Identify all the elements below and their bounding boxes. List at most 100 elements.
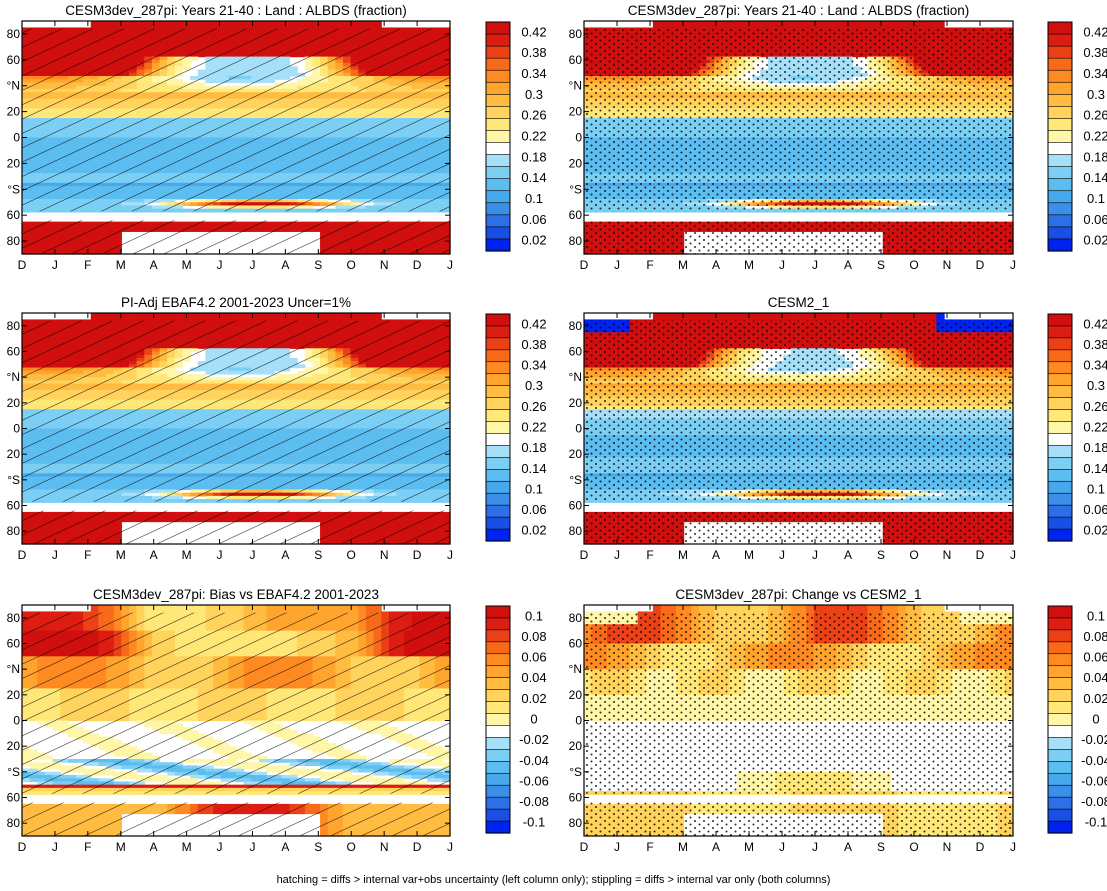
heatmap-cell <box>737 24 746 29</box>
heatmap-cell <box>297 21 306 25</box>
x-tick-label: F <box>84 258 91 272</box>
y-tick-label: 20 <box>7 105 21 119</box>
heatmap-cell <box>721 21 731 25</box>
heatmap-cell <box>829 21 838 25</box>
heatmap-cell <box>744 24 754 29</box>
heatmap-cell <box>706 21 715 25</box>
heatmap-cell <box>760 21 769 25</box>
colorbar-swatch <box>485 238 511 252</box>
heatmap-cell <box>151 21 161 25</box>
heatmap-cell <box>228 21 237 25</box>
heatmap-cell <box>144 21 153 25</box>
colorbar-swatch <box>485 106 511 120</box>
heatmap-cell <box>798 24 807 29</box>
heatmap-cell <box>136 21 145 25</box>
heatmap-cell <box>898 21 907 25</box>
x-tick-label: M <box>182 258 192 272</box>
heatmap-cell <box>783 24 792 29</box>
heatmap-cell <box>281 24 291 29</box>
heatmap-panel: CESM3dev_287pi: Years 21-40 : Land : ALB… <box>7 3 547 272</box>
colorbar-swatch <box>485 214 511 228</box>
heatmap-cell <box>652 21 662 25</box>
colorbar-label: 0.1 <box>525 191 543 206</box>
heatmap-cell <box>258 24 268 29</box>
heatmap-cell <box>365 24 375 29</box>
x-tick-label: A <box>150 258 158 272</box>
heatmap-cell <box>304 24 314 29</box>
heatmap-cell <box>683 24 692 29</box>
heatmap-cell <box>898 24 907 29</box>
heatmap-cell <box>890 21 899 25</box>
heatmap-cell <box>289 21 298 25</box>
heatmap-cell <box>928 24 937 29</box>
heatmap-cell <box>905 21 915 25</box>
heatmap-cell <box>167 21 176 25</box>
heatmap-cell <box>714 21 723 25</box>
colorbar-swatch <box>485 57 511 71</box>
x-tick-label: M <box>116 258 126 272</box>
colorbar-swatch <box>485 45 511 59</box>
heatmap-cell <box>220 21 229 25</box>
heatmap-cell <box>867 24 876 29</box>
heatmap-cell <box>821 21 830 25</box>
colorbar-swatch <box>485 202 511 216</box>
heatmap-cell <box>905 24 915 29</box>
heatmap-cell <box>675 24 685 29</box>
x-tick-label: S <box>314 258 322 272</box>
heatmap-cell <box>236 24 245 29</box>
x-tick-label: D <box>413 258 422 272</box>
heatmap-cell <box>875 21 884 25</box>
heatmap-cell <box>121 21 130 25</box>
x-tick-label: A <box>281 258 289 272</box>
heatmap-cell <box>106 21 115 25</box>
heatmap-cell <box>251 21 260 25</box>
colorbar-swatch <box>485 142 511 156</box>
colorbar-swatch <box>485 130 511 144</box>
y-tick-label: 20 <box>7 156 21 170</box>
heatmap-cell <box>159 21 168 25</box>
heatmap-cell <box>890 24 899 29</box>
colorbar-label: 0.18 <box>521 149 546 164</box>
heatmap-cell <box>151 24 161 29</box>
heatmap-cell <box>358 24 367 29</box>
heatmap-cell <box>775 24 784 29</box>
heatmap-cell <box>714 24 723 29</box>
heatmap-cell <box>875 24 884 29</box>
heatmap-cell <box>335 21 344 25</box>
x-tick-label: D <box>18 258 27 272</box>
heatmap-cell <box>691 21 700 25</box>
heatmap-cell <box>90 21 100 25</box>
colorbar-frame <box>485 21 511 252</box>
heatmap-cell <box>373 21 382 25</box>
heatmap-cell <box>304 21 314 25</box>
x-tick-label: N <box>380 258 389 272</box>
heatmap-cell <box>243 21 252 25</box>
heatmap-panel: CESM3dev_287pi: Years 21-40 : Land : ALB… <box>569 3 1107 272</box>
heatmap-cell <box>236 21 245 25</box>
heatmap-cell <box>882 21 892 25</box>
heatmap-cell <box>98 21 107 25</box>
heatmap-cell <box>882 24 892 29</box>
heatmap-cell <box>767 21 777 25</box>
heatmap-cell <box>859 24 869 29</box>
heatmap-cell <box>936 24 945 29</box>
heatmap-cell <box>729 21 738 25</box>
heatmap-cell <box>729 24 738 29</box>
colorbar-label: 0.26 <box>521 108 546 123</box>
heatmap-cell <box>144 24 153 29</box>
heatmap-cell <box>844 24 853 29</box>
colorbar-swatch <box>485 178 511 192</box>
x-tick-label: J <box>52 258 58 272</box>
heatmap-cell <box>760 24 769 29</box>
heatmap-cell <box>182 24 191 29</box>
heatmap-cell <box>683 21 692 25</box>
colorbar-swatch <box>485 33 511 47</box>
heatmap-cell <box>767 24 777 29</box>
heatmap-cell <box>813 21 823 25</box>
heatmap-cell <box>98 24 107 29</box>
heatmap-cell <box>806 21 815 25</box>
colorbar-swatch <box>485 166 511 180</box>
heatmap-cell <box>174 24 184 29</box>
panel-title: CESM3dev_287pi: Years 21-40 : Land : ALB… <box>65 3 406 18</box>
